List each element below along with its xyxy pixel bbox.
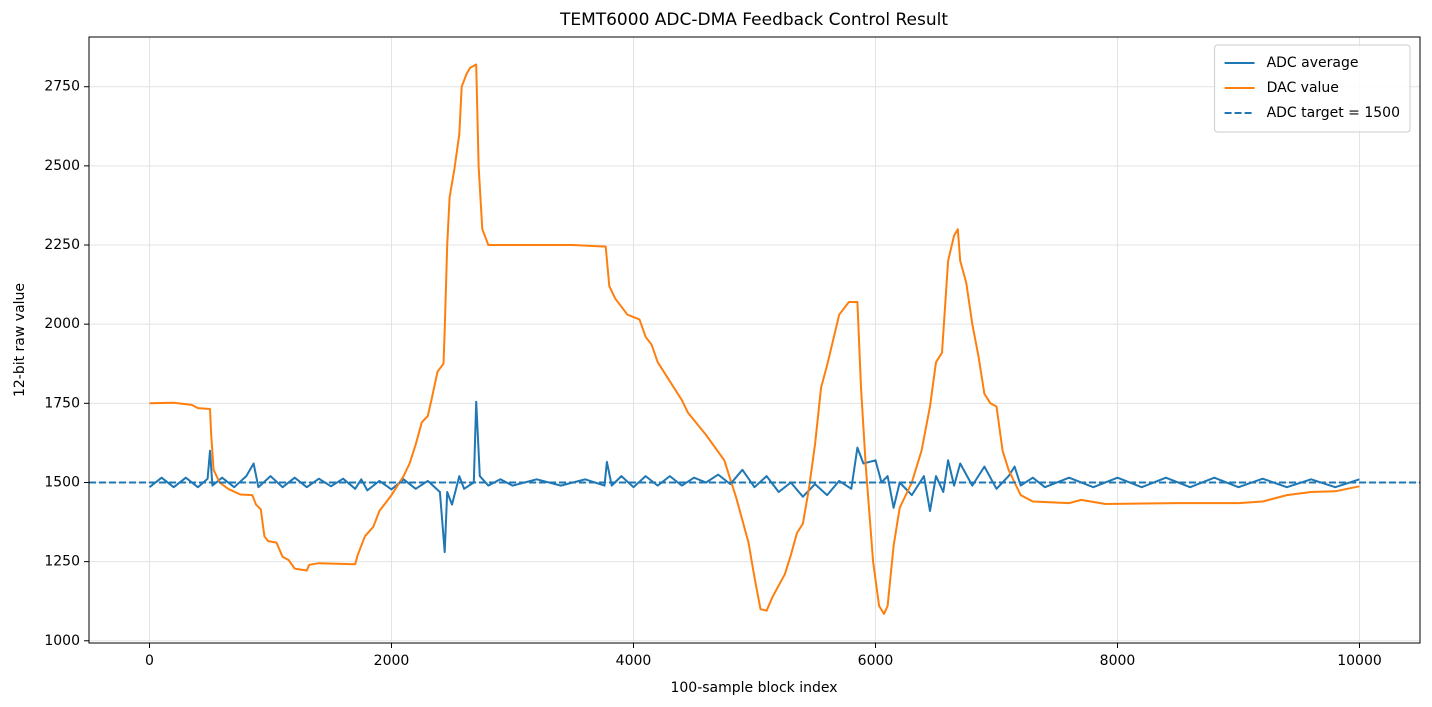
- x-tick-label: 0: [145, 653, 154, 669]
- y-tick-label: 2500: [44, 158, 80, 174]
- y-tick-label: 1250: [44, 554, 80, 570]
- x-axis-label: 100-sample block index: [670, 680, 837, 696]
- legend-label: ADC target = 1500: [1267, 105, 1400, 121]
- y-tick-label: 1500: [44, 474, 80, 490]
- x-tick-label: 6000: [858, 653, 894, 669]
- y-tick-label: 2000: [44, 316, 80, 332]
- y-tick-label: 2750: [44, 79, 80, 95]
- x-tick-label: 8000: [1100, 653, 1136, 669]
- y-tick-label: 1750: [44, 395, 80, 411]
- x-tick-label: 4000: [616, 653, 652, 669]
- y-tick-label: 2250: [44, 237, 80, 253]
- plot-frame: [88, 36, 1421, 644]
- plot: [89, 63, 1420, 615]
- legend-box: [1214, 44, 1411, 133]
- line-series: [149, 63, 1360, 615]
- x-tick-label: 2000: [374, 653, 410, 669]
- y-tick-label: 1000: [44, 633, 80, 649]
- legend-label: DAC value: [1267, 80, 1339, 96]
- x-tick-label: 10000: [1337, 653, 1382, 669]
- chart-title: TEMT6000 ADC-DMA Feedback Control Result: [559, 10, 948, 30]
- line-series: [148, 400, 1360, 554]
- legend-label: ADC average: [1267, 55, 1359, 71]
- y-axis-label: 12-bit raw value: [12, 283, 28, 397]
